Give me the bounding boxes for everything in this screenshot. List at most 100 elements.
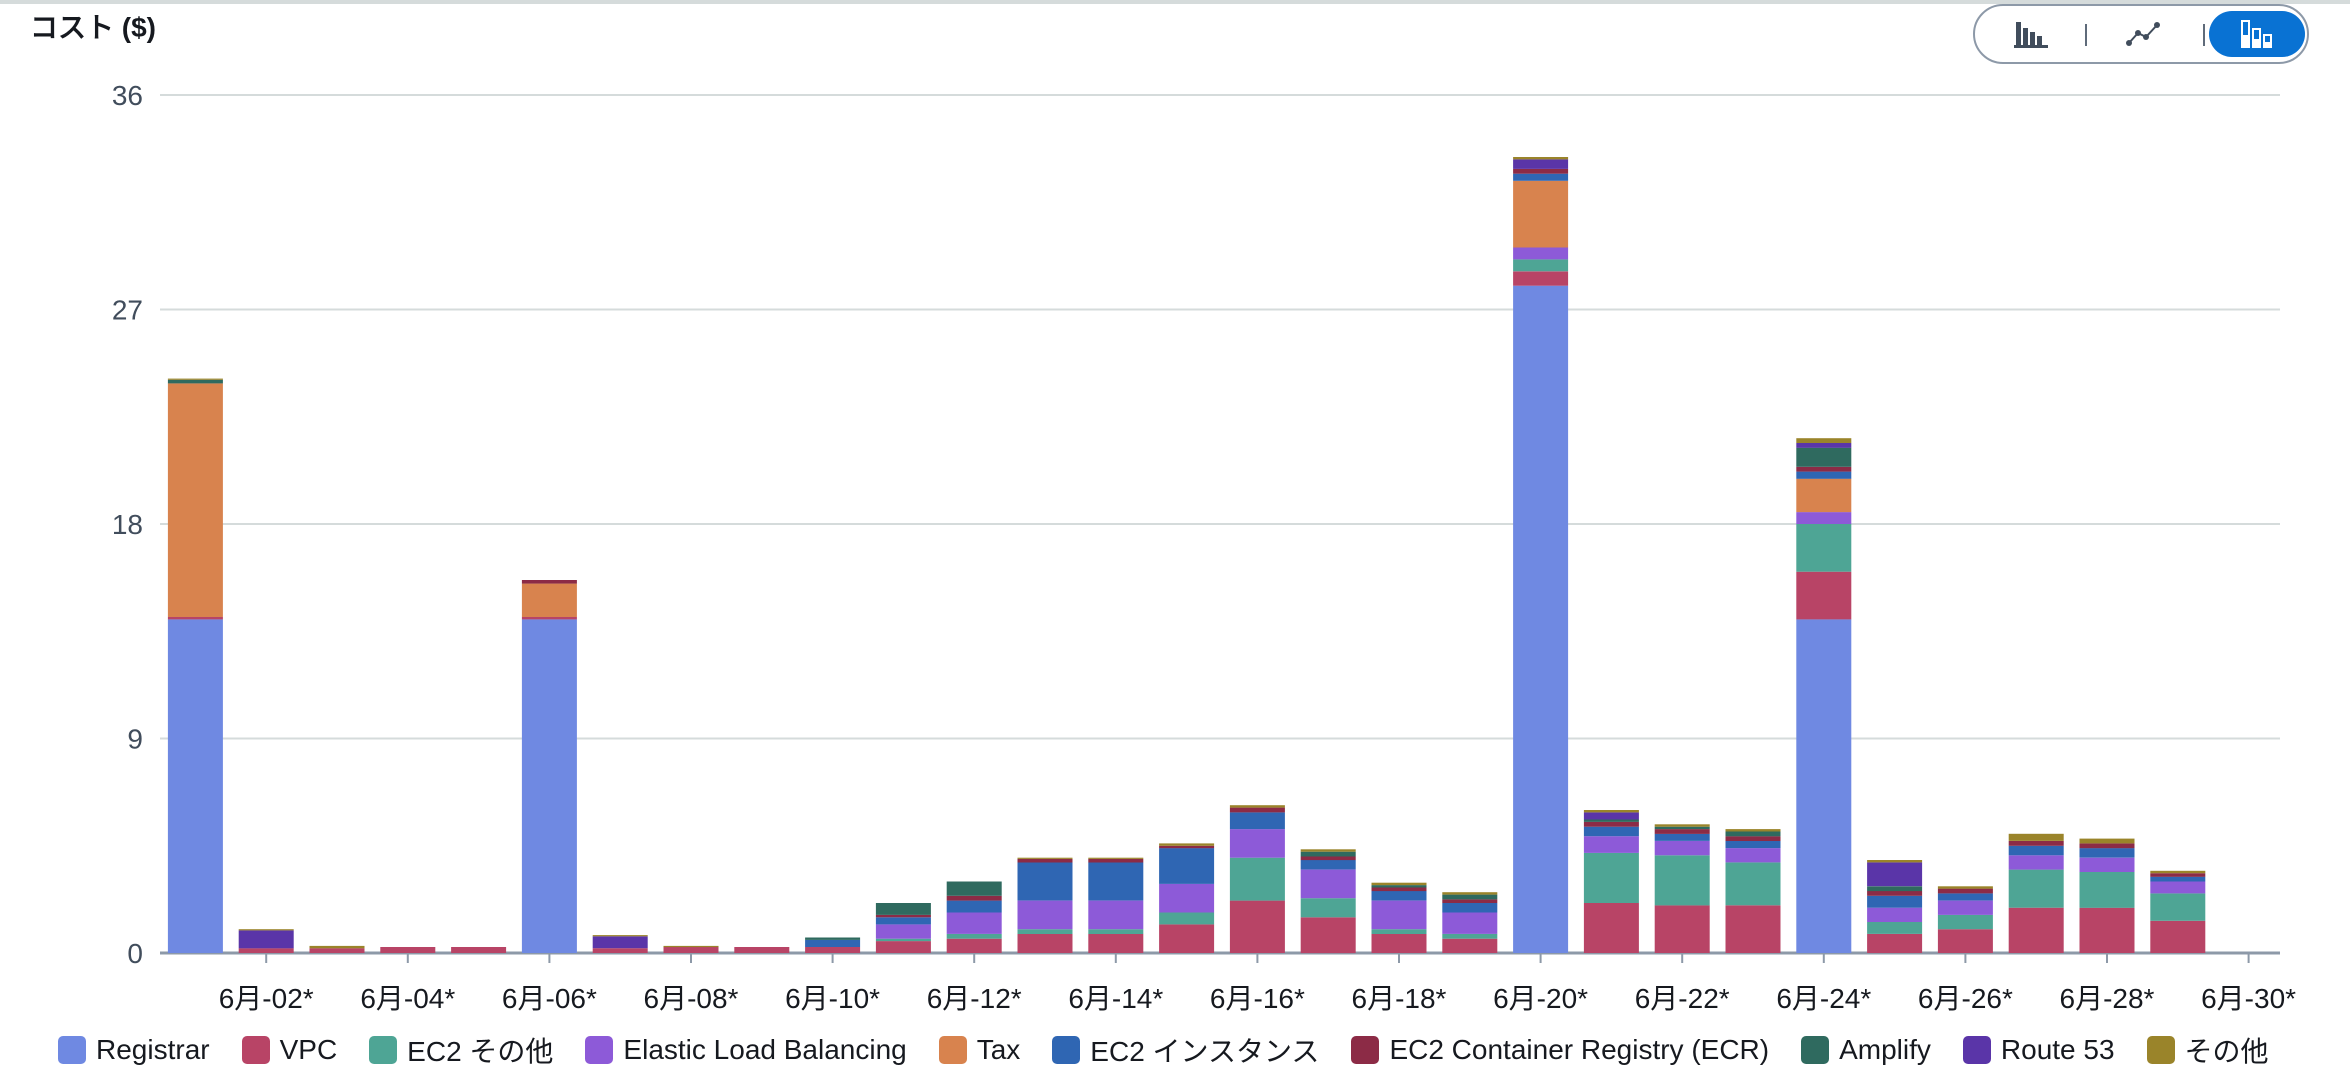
bar-segment[interactable]: 6月-12* Amplify: 0.6 <box>946 881 1002 896</box>
bar-segment[interactable]: 6月-12* EC2 インスタンス: 0.5 <box>946 900 1002 913</box>
bar-segment[interactable]: 6月-04* VPC: 0.25 <box>380 947 436 953</box>
bar-segment[interactable]: 6月-24* EC2 インスタンス: 0.3 <box>1796 471 1852 479</box>
bar-segment[interactable]: 6月-01* Amplify: 0.15 <box>167 379 223 384</box>
bar-segment[interactable]: 6月-20* Registrar: 28 <box>1513 285 1569 953</box>
bar-segment[interactable]: 6月-24* EC2 Container Registry (ECR): 0.2 <box>1796 466 1852 472</box>
bar-segment[interactable]: 6月-21* VPC: 2.1 <box>1583 903 1639 953</box>
bar-segment[interactable]: 6月-22* EC2 インスタンス: 0.3 <box>1654 833 1710 841</box>
bar-segment[interactable]: 6月-17* その他: 0.1 <box>1300 849 1356 852</box>
bar-segment[interactable]: 6月-26* VPC: 1 <box>1937 929 1993 953</box>
bar-segment[interactable]: 6月-11* Elastic Load Balancing: 0.6 <box>875 924 931 939</box>
bar-segment[interactable]: 6月-06* Tax: 1.4 <box>521 583 577 617</box>
bar-segment[interactable]: 6月-24* Route 53: 0.2 <box>1796 443 1852 448</box>
bar-chart-button[interactable] <box>1983 11 2079 57</box>
bar-segment[interactable]: 6月-14* VPC: 0.8 <box>1088 933 1144 953</box>
bar-segment[interactable]: 6月-01* Registrar: 14 <box>167 619 223 953</box>
bar-segment[interactable]: 6月-22* Amplify: 0.1 <box>1654 826 1710 830</box>
bar-segment[interactable]: 6月-24* Elastic Load Balancing: 0.5 <box>1796 512 1852 524</box>
legend-item[interactable]: VPC <box>241 1034 337 1066</box>
bar-segment[interactable]: 6月-15* EC2 インスタンス: 1.5 <box>1159 848 1215 884</box>
bar-segment[interactable]: 6月-12* Elastic Load Balancing: 0.9 <box>946 912 1002 934</box>
bar-segment[interactable]: 6月-20* Tax: 2.8 <box>1513 180 1569 248</box>
bar-segment[interactable]: 6月-01* その他: 0.05 <box>167 378 223 380</box>
bar-segment[interactable]: 6月-03* その他: 0.1 <box>309 945 365 949</box>
bar-segment[interactable]: 6月-25* Elastic Load Balancing: 0.6 <box>1867 907 1923 922</box>
bar-segment[interactable]: 6月-21* EC2 その他: 2.1 <box>1583 852 1639 903</box>
bar-segment[interactable]: 6月-13* VPC: 0.8 <box>1017 933 1073 953</box>
bar-segment[interactable]: 6月-27* その他: 0.3 <box>2008 833 2064 841</box>
bar-segment[interactable]: 6月-23* EC2 インスタンス: 0.3 <box>1725 841 1781 849</box>
bar-segment[interactable]: 6月-27* EC2 Container Registry (ECR): 0.2 <box>2008 841 2064 846</box>
bar-segment[interactable]: 6月-28* Elastic Load Balancing: 0.6 <box>2079 857 2135 872</box>
bar-segment[interactable]: 6月-27* VPC: 1.9 <box>2008 907 2064 953</box>
bar-segment[interactable]: 6月-24* EC2 その他: 2 <box>1796 524 1852 572</box>
bar-segment[interactable]: 6月-20* EC2 インスタンス: 0.3 <box>1513 173 1569 181</box>
bar-segment[interactable]: 6月-14* EC2 Container Registry (ECR): 0.1… <box>1088 858 1144 863</box>
bar-segment[interactable]: 6月-15* Elastic Load Balancing: 1.2 <box>1159 883 1215 913</box>
bar-segment[interactable]: 6月-22* EC2 Container Registry (ECR): 0.2 <box>1654 829 1710 834</box>
bar-segment[interactable]: 6月-06* EC2 Container Registry (ECR): 0.1… <box>521 580 577 584</box>
bar-segment[interactable]: 6月-18* VPC: 0.8 <box>1371 933 1427 953</box>
bar-segment[interactable]: 6月-28* その他: 0.2 <box>2079 838 2135 844</box>
bar-segment[interactable]: 6月-29* EC2 Container Registry (ECR): 0.1… <box>2150 873 2206 877</box>
bar-segment[interactable]: 6月-13* その他: 0.05 <box>1017 857 1073 859</box>
bar-segment[interactable]: 6月-22* VPC: 2 <box>1654 905 1710 953</box>
bar-segment[interactable]: 6月-18* EC2 インスタンス: 0.4 <box>1371 891 1427 901</box>
bar-segment[interactable]: 6月-20* Route 53: 0.4 <box>1513 159 1569 169</box>
bar-segment[interactable]: 6月-29* Elastic Load Balancing: 0.5 <box>2150 881 2206 894</box>
stacked-bar-chart-button[interactable] <box>2209 11 2305 57</box>
bar-segment[interactable]: 6月-19* EC2 インスタンス: 0.4 <box>1442 903 1498 913</box>
legend-item[interactable]: Amplify <box>1801 1034 1931 1066</box>
bar-segment[interactable]: 6月-15* VPC: 1.2 <box>1159 924 1215 953</box>
bar-segment[interactable]: 6月-12* EC2 Container Registry (ECR): 0.2 <box>946 895 1002 901</box>
bar-segment[interactable]: 6月-03* VPC: 0.2 <box>309 948 365 953</box>
bar-segment[interactable]: 6月-16* VPC: 2.2 <box>1229 900 1285 953</box>
bar-segment[interactable]: 6月-21* Elastic Load Balancing: 0.7 <box>1583 836 1639 853</box>
legend-item[interactable]: Registrar <box>58 1034 210 1066</box>
bar-segment[interactable]: 6月-16* EC2 Container Registry (ECR): 0.2 <box>1229 807 1285 813</box>
bar-segment[interactable]: 6月-26* EC2 その他: 0.6 <box>1937 914 1993 930</box>
bar-segment[interactable]: 6月-25* EC2 その他: 0.5 <box>1867 922 1923 934</box>
bar-segment[interactable]: 6月-21* その他: 0.1 <box>1583 810 1639 813</box>
bar-segment[interactable]: 6月-26* その他: 0.1 <box>1937 886 1993 889</box>
bar-segment[interactable]: 6月-24* Amplify: 0.8 <box>1796 447 1852 467</box>
bar-segment[interactable]: 6月-23* その他: 0.1 <box>1725 829 1781 832</box>
bar-segment[interactable]: 6月-15* EC2 その他: 0.5 <box>1159 912 1215 925</box>
bar-segment[interactable]: 6月-20* Elastic Load Balancing: 0.5 <box>1513 247 1569 260</box>
bar-segment[interactable]: 6月-22* Elastic Load Balancing: 0.6 <box>1654 841 1710 856</box>
bar-segment[interactable]: 6月-07* その他: 0.05 <box>592 935 648 937</box>
bar-segment[interactable]: 6月-25* その他: 0.1 <box>1867 860 1923 863</box>
bar-segment[interactable]: 6月-19* Elastic Load Balancing: 0.9 <box>1442 912 1498 934</box>
bar-segment[interactable]: 6月-26* EC2 インスタンス: 0.3 <box>1937 893 1993 901</box>
bar-segment[interactable]: 6月-17* VPC: 1.5 <box>1300 917 1356 954</box>
bar-segment[interactable]: 6月-20* VPC: 0.6 <box>1513 271 1569 286</box>
legend-item[interactable]: Route 53 <box>1962 1034 2115 1066</box>
bar-segment[interactable]: 6月-16* EC2 インスタンス: 0.7 <box>1229 812 1285 830</box>
bar-segment[interactable]: 6月-25* EC2 Container Registry (ECR): 0.2 <box>1867 891 1923 896</box>
bar-segment[interactable]: 6月-27* EC2 インスタンス: 0.4 <box>2008 845 2064 856</box>
bar-segment[interactable]: 6月-28* EC2 その他: 1.5 <box>2079 872 2135 908</box>
bar-segment[interactable]: 6月-07* Route 53: 0.5 <box>592 936 648 949</box>
bar-segment[interactable]: 6月-19* VPC: 0.6 <box>1442 938 1498 953</box>
bar-segment[interactable]: 6月-12* VPC: 0.6 <box>946 938 1002 953</box>
bar-segment[interactable]: 6月-12* EC2 その他: 0.2 <box>946 933 1002 939</box>
bar-segment[interactable]: 6月-10* VPC: 0.25 <box>805 947 861 953</box>
bar-segment[interactable]: 6月-10* Amplify: 0.1 <box>805 937 861 940</box>
bar-segment[interactable]: 6月-01* VPC: 0.1 <box>167 617 223 620</box>
bar-segment[interactable]: 6月-23* EC2 その他: 1.8 <box>1725 862 1781 906</box>
bar-segment[interactable]: 6月-13* EC2 Container Registry (ECR): 0.1… <box>1017 858 1073 863</box>
bar-segment[interactable]: 6月-11* EC2 インスタンス: 0.3 <box>875 917 931 925</box>
bar-segment[interactable]: 6月-23* EC2 Container Registry (ECR): 0.2 <box>1725 836 1781 841</box>
line-chart-button[interactable] <box>2095 11 2191 57</box>
bar-segment[interactable]: 6月-26* EC2 Container Registry (ECR): 0.2 <box>1937 888 1993 894</box>
bar-segment[interactable]: 6月-08* VPC: 0.25 <box>663 947 719 953</box>
bar-segment[interactable]: 6月-25* Amplify: 0.2 <box>1867 886 1923 892</box>
bar-segment[interactable]: 6月-16* その他: 0.1 <box>1229 805 1285 808</box>
bar-segment[interactable]: 6月-13* EC2 インスタンス: 1.6 <box>1017 862 1073 901</box>
bar-segment[interactable]: 6月-18* その他: 0.1 <box>1371 882 1427 886</box>
bar-segment[interactable]: 6月-23* Amplify: 0.2 <box>1725 831 1781 837</box>
bar-segment[interactable]: 6月-25* Route 53: 1 <box>1867 862 1923 887</box>
bar-segment[interactable]: 6月-19* EC2 その他: 0.2 <box>1442 933 1498 939</box>
bar-segment[interactable]: 6月-19* EC2 Container Registry (ECR): 0.1… <box>1442 899 1498 903</box>
bar-segment[interactable]: 6月-13* Elastic Load Balancing: 1.2 <box>1017 900 1073 930</box>
